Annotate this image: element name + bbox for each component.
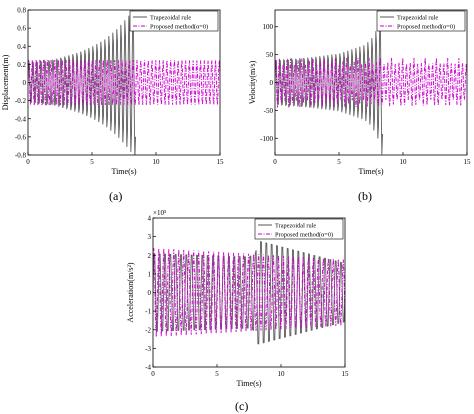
panel-label-c: (c) bbox=[235, 399, 249, 413]
x-tick-label: 10 bbox=[400, 158, 408, 166]
chart-2: 0 5 10 15 -100 -50 0 50 100 Time(s) Velocity(m/s) T… bbox=[248, 9, 472, 176]
panel-label-a: (a) bbox=[109, 189, 123, 203]
x-tick-label: 5 bbox=[215, 370, 219, 378]
y-tick-label: 2 bbox=[148, 252, 152, 260]
y-tick-label: -1 bbox=[145, 308, 151, 316]
legend: Trapezoidal rule Proposed method(α=0) bbox=[254, 218, 344, 240]
x-axis-label: Time(s) bbox=[236, 379, 261, 388]
series-line-2 bbox=[28, 59, 220, 106]
y-tick-label: 0.2 bbox=[17, 61, 26, 69]
plot-area bbox=[28, 10, 220, 155]
y-tick-label: -4 bbox=[145, 364, 151, 372]
y-tick-label: -0.6 bbox=[15, 133, 27, 141]
x-tick-label: 0 bbox=[26, 158, 30, 166]
y-axis-label: Velocity(m/s) bbox=[248, 60, 257, 104]
x-tick-label: 5 bbox=[90, 158, 94, 166]
legend-label: Proposed method(α=0) bbox=[150, 24, 208, 31]
x-tick-label: 15 bbox=[464, 158, 472, 166]
y-tick-label: -0.8 bbox=[15, 152, 27, 160]
x-tick-label: 10 bbox=[153, 158, 161, 166]
x-axis-label: Time(s) bbox=[358, 167, 383, 176]
y-tick-label: 0 bbox=[148, 289, 152, 297]
legend-box bbox=[254, 218, 344, 240]
y-tick-label: 0 bbox=[270, 79, 274, 87]
y-tick-label: -0.2 bbox=[15, 97, 27, 105]
y-multiplier-label: ×10⁵ bbox=[153, 209, 167, 217]
x-tick-label: 15 bbox=[217, 158, 225, 166]
x-tick-label: 15 bbox=[342, 370, 350, 378]
series-line-1 bbox=[153, 240, 345, 345]
y-tick-label: 50 bbox=[266, 51, 274, 59]
legend-label: Trapezoidal rule bbox=[275, 223, 316, 230]
y-tick-label: 3 bbox=[148, 233, 152, 241]
legend-label: Proposed method(α=0) bbox=[397, 24, 455, 31]
y-tick-label: 100 bbox=[263, 23, 274, 31]
y-axis-label: Displacement(m) bbox=[1, 54, 10, 110]
y-tick-label: 0.8 bbox=[17, 7, 26, 15]
y-tick-label: -3 bbox=[145, 345, 151, 353]
legend: Trapezoidal rule Proposed method(α=0) bbox=[376, 10, 466, 32]
y-tick-label: 4 bbox=[148, 215, 152, 223]
y-tick-label: -2 bbox=[145, 326, 151, 334]
x-tick-label: 0 bbox=[273, 158, 277, 166]
legend-label: Trapezoidal rule bbox=[150, 15, 191, 22]
legend-box bbox=[129, 10, 219, 32]
series-line-2 bbox=[153, 247, 345, 337]
chart-3: 0 5 10 15 -4 -3 -2 -1 0 1 2 3 4 Time(s) Acceleration(m… bbox=[126, 209, 349, 388]
x-tick-label: 5 bbox=[337, 158, 341, 166]
chart-1: 0 5 10 15 -0.8 -0.6 -0.4 -0.2 0 0.2 0.4 0.6 0.8 Time(… bbox=[1, 7, 224, 177]
plot-area bbox=[275, 17, 467, 155]
x-tick-label: 10 bbox=[278, 370, 286, 378]
panel-label-b: (b) bbox=[358, 189, 372, 203]
y-tick-label: -50 bbox=[264, 107, 274, 115]
y-tick-label: 1 bbox=[148, 270, 152, 278]
y-axis-label: Acceleration(m/s²) bbox=[126, 262, 135, 322]
series-line-2 bbox=[275, 57, 467, 108]
y-tick-label: -0.4 bbox=[15, 115, 27, 123]
x-tick-label: 0 bbox=[151, 370, 155, 378]
legend-label: Trapezoidal rule bbox=[397, 15, 438, 22]
legend-label: Proposed method(α=0) bbox=[275, 232, 333, 239]
legend-box bbox=[376, 10, 466, 32]
legend: Trapezoidal rule Proposed method(α=0) bbox=[129, 10, 219, 32]
y-tick-label: -100 bbox=[260, 135, 273, 143]
y-tick-label: 0.4 bbox=[17, 43, 26, 51]
y-tick-label: 0.6 bbox=[17, 25, 26, 33]
x-axis-label: Time(s) bbox=[111, 167, 136, 176]
y-tick-label: 0 bbox=[23, 79, 27, 87]
plot-area bbox=[153, 240, 345, 345]
